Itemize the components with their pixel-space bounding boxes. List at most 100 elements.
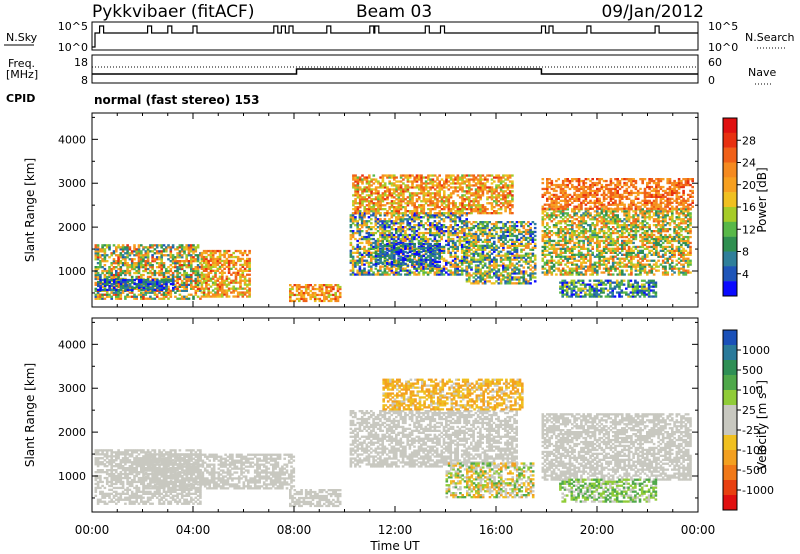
heatmap-cell: [146, 250, 150, 253]
heatmap-cell: [404, 186, 407, 189]
heatmap-cell: [199, 273, 202, 277]
heatmap-cell: [461, 194, 464, 197]
heatmap-cell: [243, 261, 247, 265]
heatmap-cell: [499, 242, 503, 245]
heatmap-cell: [108, 248, 111, 251]
heatmap-cell: [135, 282, 139, 286]
heatmap-cell: [486, 272, 489, 275]
heatmap-cell: [354, 231, 357, 235]
heatmap-cell: [465, 178, 469, 181]
heatmap-cell: [194, 291, 198, 294]
heatmap-cell: [106, 282, 109, 286]
heatmap-cell: [541, 265, 545, 268]
heatmap-cell: [420, 180, 423, 183]
heatmap-cell: [117, 285, 120, 288]
heatmap-cell: [470, 174, 473, 177]
heatmap-cell: [490, 264, 494, 267]
heatmap-cell: [508, 244, 512, 247]
heatmap-cell: [126, 293, 129, 296]
heatmap-cell: [472, 202, 476, 205]
heatmap-cell: [497, 240, 501, 243]
heatmap-cell: [144, 264, 148, 267]
heatmap-cell: [372, 174, 376, 177]
heatmap-cell: [465, 236, 469, 240]
heatmap-cell: [605, 235, 608, 239]
heatmap-cell: [142, 291, 145, 294]
heatmap-cell: [176, 275, 179, 279]
heatmap-cell: [135, 295, 138, 298]
heatmap-cell: [399, 222, 403, 225]
heatmap-cell: [302, 291, 306, 295]
heatmap-cell: [436, 252, 439, 256]
heatmap-cell: [368, 202, 371, 205]
heatmap-cell: [372, 233, 375, 237]
heatmap-cell: [470, 236, 473, 240]
heatmap-cell: [128, 282, 132, 286]
heatmap-cell: [383, 228, 387, 231]
heatmap-cell: [564, 243, 567, 247]
heatmap-cell: [411, 200, 414, 203]
heatmap-cell: [433, 233, 437, 237]
heatmap-cell: [463, 253, 466, 256]
heatmap-cell: [404, 184, 407, 187]
heatmap-cell: [586, 267, 590, 270]
heatmap-cell: [137, 267, 141, 271]
heatmap-cell: [356, 239, 359, 243]
heatmap-cell: [352, 202, 355, 205]
heatmap-cell: [527, 228, 530, 232]
heatmap-cell: [546, 231, 549, 235]
heatmap-cell: [422, 198, 426, 201]
heatmap-cell: [458, 178, 462, 181]
heatmap-cell: [96, 293, 100, 296]
heatmap-cell: [246, 269, 249, 272]
heatmap-cell: [320, 285, 324, 289]
heatmap-cell: [557, 255, 560, 258]
heatmap-cell: [187, 275, 191, 279]
heatmap-cell: [593, 226, 597, 229]
heatmap-cell: [397, 218, 400, 221]
heatmap-cell: [151, 256, 154, 259]
heatmap-cell: [356, 249, 359, 252]
heatmap-cell: [352, 208, 355, 211]
heatmap-cell: [383, 237, 387, 241]
heatmap-cell: [582, 235, 585, 239]
heatmap-cell: [502, 264, 505, 267]
heatmap-cell: [586, 249, 590, 252]
heatmap-cell: [390, 210, 394, 213]
heatmap-cell: [374, 192, 378, 195]
heatmap-cell: [470, 244, 473, 247]
heatmap-cell: [463, 251, 466, 254]
heatmap-cell: [408, 242, 412, 246]
heatmap-cell: [108, 266, 111, 269]
heatmap-cell: [506, 192, 510, 195]
heatmap-cell: [234, 263, 238, 267]
heatmap-cell: [225, 283, 229, 286]
heatmap-cell: [399, 228, 403, 231]
heatmap-cell: [463, 231, 466, 235]
heatmap-cell: [356, 228, 359, 231]
heatmap-cell: [598, 261, 601, 264]
heatmap-cell: [440, 196, 444, 199]
heatmap-cell: [550, 214, 554, 217]
heatmap-cell: [602, 210, 606, 213]
heatmap-cell: [543, 226, 547, 229]
heatmap-cell: [119, 252, 123, 255]
heatmap-cell: [508, 276, 512, 279]
heatmap-cell: [564, 222, 567, 225]
heatmap-cell: [552, 214, 556, 217]
heatmap-cell: [605, 214, 608, 217]
heatmap-cell: [559, 212, 563, 215]
heatmap-cell: [406, 174, 410, 177]
heatmap-cell: [580, 222, 583, 225]
heatmap-cell: [474, 240, 478, 243]
heatmap-cell: [413, 180, 416, 183]
heatmap-cell: [598, 243, 601, 247]
heatmap-cell: [589, 239, 592, 243]
heatmap-cell: [499, 264, 503, 267]
heatmap-cell: [368, 208, 371, 211]
heatmap-cell: [447, 228, 450, 231]
heatmap-cell: [465, 224, 469, 228]
heatmap-cell: [460, 249, 464, 252]
heatmap-cell: [196, 264, 200, 267]
heatmap-cell: [158, 273, 161, 277]
